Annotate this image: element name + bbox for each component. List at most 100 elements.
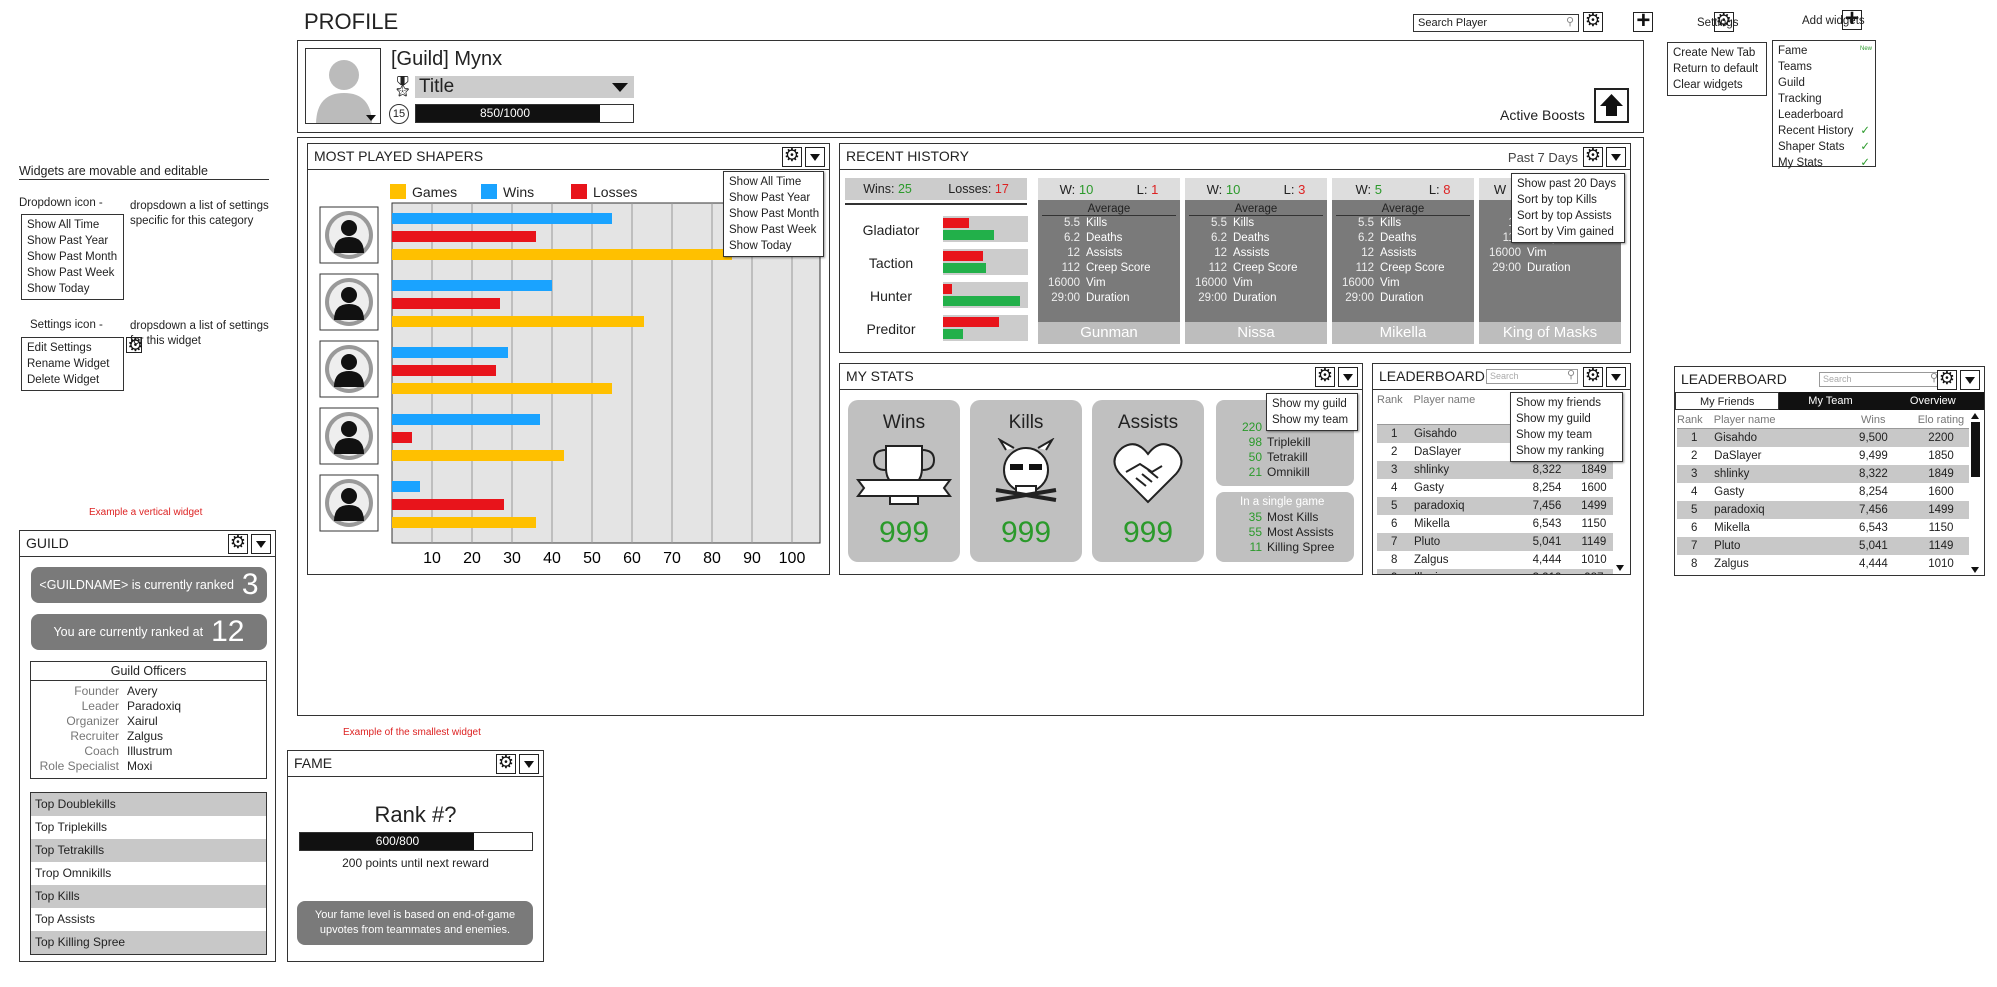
leaderboard-row[interactable]: 3 shlinky 8,322 1849 (1677, 465, 1969, 483)
leaderboard-row[interactable]: 6 Mikella 6,543 1150 (1377, 515, 1613, 533)
gear-icon[interactable] (1583, 365, 1603, 387)
loss-fill (943, 284, 952, 294)
dropdown-icon[interactable] (1960, 370, 1980, 390)
stat-value: 12 (1361, 247, 1374, 259)
add-widget-item[interactable]: Guild (1778, 75, 1870, 91)
gear-icon[interactable] (1315, 365, 1335, 387)
gear-icon[interactable] (1583, 145, 1603, 167)
tab-my-team[interactable]: My Team (1779, 392, 1882, 410)
leaderboard-row[interactable]: 2 DaSlayer 9,499 1850 (1677, 447, 1969, 465)
history-card[interactable]: W: 10 L: 3 Average 5.5 Kills 6.2 Deaths 12 Assis… (1185, 178, 1327, 344)
guild-top-item[interactable]: Trop Omnikills (35, 866, 112, 880)
stat-label: Assists (1380, 247, 1417, 259)
settings-item[interactable]: Create New Tab (1673, 47, 1756, 59)
check-icon: ✓ (1860, 141, 1870, 153)
header-gear-icon[interactable] (1583, 10, 1603, 32)
menu-item[interactable]: Show my team (1516, 429, 1593, 441)
gear-icon[interactable] (228, 532, 248, 554)
add-widget-item[interactable]: Teams (1778, 59, 1870, 75)
scroll-down-icon[interactable] (1971, 567, 1979, 573)
gear-icon[interactable] (496, 752, 516, 774)
multikill-row: 220 (1242, 420, 1354, 435)
cell: 5 (1391, 500, 1398, 512)
add-widget-item[interactable]: My Stats ✓ (1778, 155, 1870, 171)
settings-gear-icon[interactable] (1713, 10, 1734, 32)
history-card[interactable]: W: 10 L: 1 Average 5.5 Kills 6.2 Deaths 12 Assis… (1038, 178, 1180, 344)
tab-overview[interactable]: Overview (1881, 392, 1984, 410)
leaderboard-row[interactable]: 4 Gasty 8,254 1600 (1677, 483, 1969, 501)
menu-item[interactable]: Show my guild (1516, 413, 1591, 425)
dropdown-icon[interactable] (251, 534, 271, 554)
guild-top-item[interactable]: Top Triplekills (35, 820, 108, 834)
scroll-down-icon[interactable] (1616, 565, 1624, 571)
leaderboard-search-input[interactable]: Search ⚲ (1486, 369, 1578, 384)
leaderboard-row[interactable]: 3 shlinky 8,322 1849 (1377, 461, 1613, 479)
add-widget-item[interactable]: Tracking (1778, 91, 1870, 107)
leaderboard-row[interactable]: 5 paradoxiq 7,456 1499 (1677, 501, 1969, 519)
shaper-avatar-head (341, 421, 357, 437)
scroll-thumb[interactable] (1971, 422, 1980, 477)
gear-icon[interactable] (782, 145, 802, 167)
scrollbar[interactable] (1970, 413, 1981, 573)
menu-item[interactable]: Sort by Vim gained (1517, 226, 1614, 238)
leaderboard-search-input[interactable]: Search ⚲ (1819, 372, 1941, 387)
stat-value: 6.2 (1211, 232, 1227, 244)
leaderboard-row[interactable]: 4 Gasty 8,254 1600 (1377, 479, 1613, 497)
kills-card: Kills 999 (970, 400, 1082, 562)
cell: 2200 (1928, 432, 1954, 444)
dropdown-icon[interactable] (1606, 367, 1626, 387)
menu-item[interactable]: Show my friends (1516, 397, 1602, 409)
add-widgets-icon[interactable] (1842, 5, 1863, 33)
menu-item[interactable]: Sort by top Kills (1517, 194, 1597, 206)
search-input[interactable]: Search Player (1418, 17, 1488, 29)
menu-item[interactable]: Show Today (729, 240, 792, 252)
header-add-icon[interactable] (1633, 7, 1654, 35)
menu-item[interactable]: Show my team (1272, 414, 1349, 426)
tab-my-friends[interactable]: My Friends (1675, 392, 1780, 410)
add-widget-item[interactable]: Fame (1778, 43, 1870, 59)
settings-item[interactable]: Clear widgets (1673, 79, 1743, 91)
leaderboard-row[interactable]: 7 Pluto 5,041 1149 (1677, 537, 1969, 555)
gear-icon[interactable] (1937, 368, 1957, 390)
menu-item[interactable]: Show Past Week (729, 224, 817, 236)
guild-top-item[interactable]: Top Assists (35, 912, 96, 926)
history-card[interactable]: W: 5 L: 8 Average 5.5 Kills 6.2 Deaths 12 Assist… (1332, 178, 1474, 344)
guild-top-item[interactable]: Top Killing Spree (31, 931, 266, 954)
multikill-row: 50 Tetrakill (1242, 450, 1354, 465)
dropdown-icon[interactable] (1606, 147, 1626, 167)
dropdown-icon[interactable] (519, 754, 539, 774)
widget-title: LEADERBOARD (1681, 371, 1787, 387)
add-widget-item[interactable]: Leaderboard (1778, 107, 1870, 123)
dropdown-icon[interactable] (805, 147, 825, 167)
title-dropdown[interactable]: Title (415, 76, 634, 98)
leaderboard-row[interactable]: 6 Mikella 6,543 1150 (1677, 519, 1969, 537)
leaderboard-row[interactable]: 5 paradoxiq 7,456 1499 (1377, 497, 1613, 515)
leaderboard-row[interactable]: 1 Gisahdo 9,500 2200 (1677, 429, 1969, 447)
leaderboard-table: Rank Player name Wins Elo rating 1 Gisahdo 9,5… (1677, 412, 1969, 573)
leaderboard-row[interactable]: 8 Zalgus 4,444 1010 (1677, 555, 1969, 573)
add-widget-item[interactable]: Recent History ✓ (1778, 123, 1870, 139)
leaderboard-row[interactable]: 7 Pluto 5,041 1149 (1377, 533, 1613, 551)
search-box[interactable]: Search Player ⚲ (1413, 14, 1579, 32)
scroll-up-icon[interactable] (1971, 413, 1979, 419)
menu-item[interactable]: Show my ranking (1516, 445, 1605, 457)
menu-item[interactable]: Show past 20 Days (1517, 178, 1617, 190)
menu-item[interactable]: Show Past Year (729, 192, 811, 204)
add-widget-item[interactable]: Shaper Stats ✓ (1778, 139, 1870, 155)
menu-item[interactable]: Sort by top Assists (1517, 210, 1612, 222)
menu-item[interactable]: Show All Time (729, 176, 802, 188)
guild-top-item[interactable]: Top Tetrakills (31, 839, 266, 862)
range-label[interactable]: Past 7 Days (1507, 150, 1578, 165)
menu-item[interactable]: Show my guild (1272, 398, 1347, 410)
profile-avatar[interactable] (305, 48, 381, 124)
wins-count: 5 (1374, 181, 1382, 197)
dropdown-icon[interactable] (1338, 367, 1358, 387)
leaderboard-row[interactable]: 8 Zalgus 4,444 1010 (1377, 551, 1613, 569)
settings-item[interactable]: Return to default (1673, 63, 1759, 75)
leaderboard-row[interactable]: 9Illogic3,210987 (1377, 569, 1613, 574)
menu-item[interactable]: Show Past Month (729, 208, 820, 220)
stat-value: 12 (1067, 247, 1080, 259)
guild-top-item[interactable]: Top Kills (31, 885, 266, 908)
boost-button[interactable] (1594, 88, 1629, 123)
guild-top-item[interactable]: Top Doublekills (31, 793, 266, 816)
